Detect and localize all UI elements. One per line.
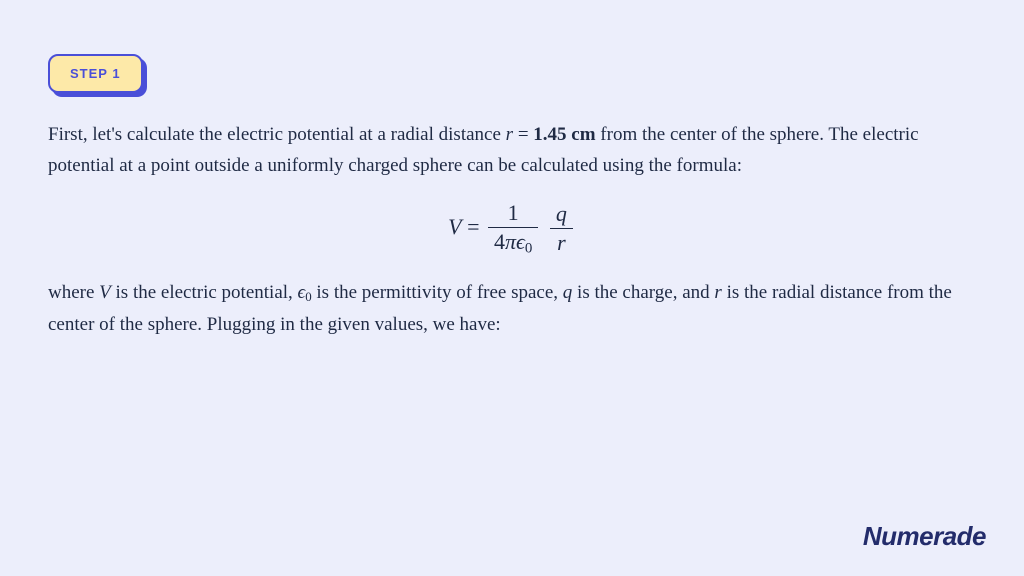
formula-equals: =	[462, 214, 485, 239]
p1-r-value: 1.45 cm	[533, 124, 595, 145]
formula-V: V	[448, 214, 461, 239]
brand-logo: Numerade	[863, 521, 986, 552]
f1d-a: 4	[494, 229, 505, 254]
main-content: STEP 1 First, let's calculate the electr…	[0, 0, 1024, 340]
p2-t4: is the charge, and	[572, 282, 714, 303]
p2-t1: where	[48, 282, 99, 303]
f1d-pi: π	[505, 229, 516, 254]
f1d-sub: 0	[525, 240, 532, 256]
p1-text-1: First, let's calculate the electric pote…	[48, 124, 506, 145]
paragraph-2: where V is the electric potential, ϵ0 is…	[48, 277, 976, 340]
formula-frac1: 1 4πϵ0	[488, 200, 538, 258]
formula-frac1-den: 4πϵ0	[488, 227, 538, 258]
paragraph-1: First, let's calculate the electric pote…	[48, 119, 976, 182]
p2-r: r	[714, 282, 721, 303]
p1-var-r: r	[506, 124, 513, 145]
f1d-eps: ϵ	[516, 229, 525, 254]
formula-frac2-num: q	[550, 201, 573, 228]
formula-frac2-den: r	[550, 228, 573, 256]
step-badge: STEP 1	[48, 54, 143, 93]
formula-frac2: q r	[550, 201, 573, 256]
p2-t3: is the permittivity of free space,	[312, 282, 563, 303]
p2-V: V	[99, 282, 111, 303]
formula-frac1-num: 1	[488, 200, 538, 227]
p2-t2: is the electric potential,	[111, 282, 298, 303]
step-badge-label: STEP 1	[48, 54, 143, 93]
p1-eq: =	[513, 124, 533, 145]
formula: V = 1 4πϵ0 q r	[48, 200, 976, 258]
p2-q: q	[563, 282, 573, 303]
